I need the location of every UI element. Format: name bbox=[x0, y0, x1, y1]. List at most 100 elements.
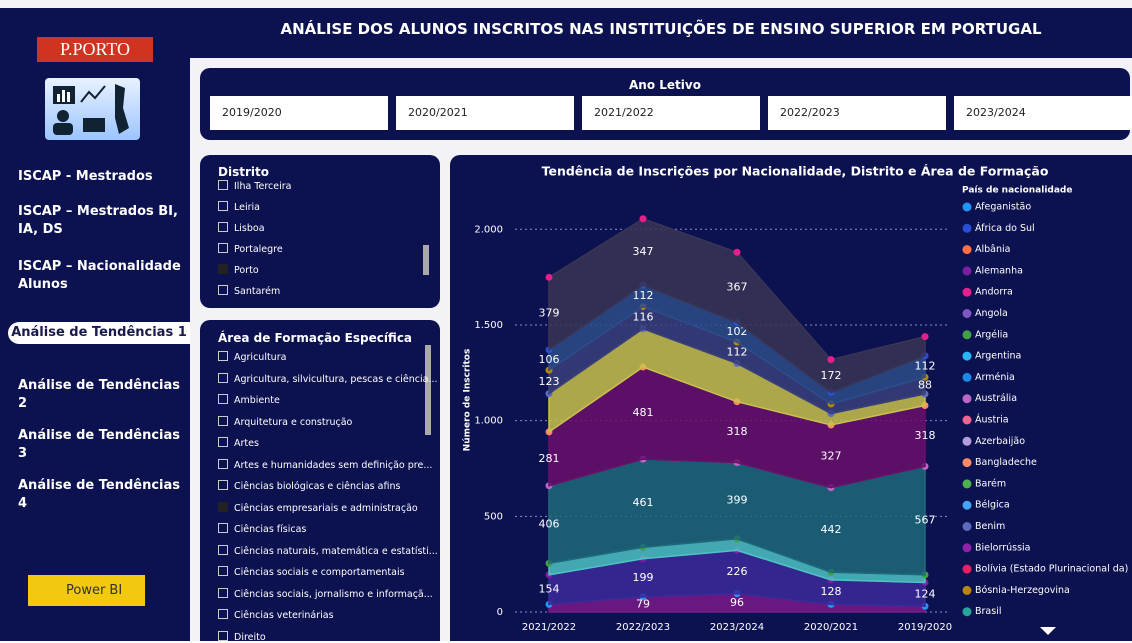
nav-item[interactable]: Análise de Tendências 3 bbox=[18, 428, 180, 461]
point bbox=[639, 215, 647, 223]
filter-option[interactable]: Agricultura, silvicultura, pescas e ciên… bbox=[218, 372, 438, 385]
legend-label: Bélgica bbox=[975, 500, 1010, 511]
year-filter-title: Ano Letivo bbox=[629, 78, 701, 92]
filter-option[interactable]: Artes bbox=[218, 437, 259, 449]
checkbox[interactable] bbox=[218, 415, 228, 426]
scrollbar[interactable] bbox=[423, 245, 429, 275]
filter-option[interactable]: Leiria bbox=[218, 201, 260, 213]
year-option[interactable]: 2022/2023 bbox=[768, 96, 946, 130]
filter-option[interactable]: Agricultura bbox=[218, 351, 286, 363]
filter-option[interactable]: Artes e humanidades sem definição pre... bbox=[218, 458, 432, 471]
point bbox=[827, 356, 835, 364]
option-label: Ciências veterinárias bbox=[234, 610, 334, 621]
data-label: 112 bbox=[727, 346, 748, 359]
x-tick-label: 2023/2024 bbox=[710, 622, 764, 633]
legend-marker bbox=[962, 394, 972, 404]
nav-item[interactable]: Análise de Tendências 2 bbox=[18, 378, 180, 411]
checkbox[interactable] bbox=[218, 544, 228, 555]
nav-item[interactable]: ISCAP - Mestrados bbox=[18, 169, 153, 184]
data-label: 79 bbox=[636, 597, 650, 610]
nav-item[interactable]: Análise de Tendências 1 bbox=[8, 322, 190, 344]
filter-option[interactable]: Portalegre bbox=[218, 243, 283, 255]
checkbox[interactable] bbox=[218, 458, 228, 469]
legend-marker bbox=[962, 522, 972, 531]
filter-option[interactable]: Lisboa bbox=[218, 222, 265, 234]
checkbox[interactable] bbox=[218, 243, 228, 253]
filter-option[interactable]: Ciências empresariais e administração bbox=[218, 501, 418, 514]
legend-marker bbox=[962, 309, 972, 318]
year-option[interactable]: 2019/2020 bbox=[210, 96, 388, 130]
data-label: 112 bbox=[633, 289, 654, 302]
checkbox[interactable] bbox=[218, 285, 228, 295]
filter-option[interactable]: Arquitetura e construção bbox=[218, 415, 352, 428]
legend-label: Argélia bbox=[975, 329, 1008, 340]
y-tick-label: 500 bbox=[484, 511, 503, 522]
data-label: 96 bbox=[730, 596, 744, 609]
filter-option[interactable]: Ciências físicas bbox=[218, 523, 306, 535]
legend-marker bbox=[962, 564, 972, 574]
data-label: 327 bbox=[821, 449, 842, 462]
checkbox[interactable] bbox=[218, 630, 228, 641]
filter-option[interactable]: Ambiente bbox=[218, 394, 280, 406]
x-tick-label: 2020/2021 bbox=[804, 622, 858, 633]
data-label: 379 bbox=[539, 307, 560, 320]
data-label: 102 bbox=[727, 325, 748, 338]
legend-label: Bósnia-Herzegovina bbox=[975, 585, 1070, 596]
option-label: Agricultura, silvicultura, pescas e ciên… bbox=[234, 373, 438, 385]
legend-label: Alemanha bbox=[975, 265, 1023, 276]
legend-label: Benim bbox=[975, 521, 1005, 532]
checkbox[interactable] bbox=[218, 180, 228, 190]
year-option[interactable]: 2020/2021 bbox=[396, 96, 574, 130]
filter-option[interactable]: Santarém bbox=[218, 285, 280, 297]
data-label: 399 bbox=[727, 494, 748, 507]
legend-label: Andorra bbox=[975, 287, 1013, 298]
area-filter-title: Área de Formação Específica bbox=[218, 331, 413, 345]
data-label: 318 bbox=[915, 429, 936, 442]
checkbox[interactable] bbox=[218, 394, 228, 404]
checkbox[interactable] bbox=[218, 351, 228, 361]
scroll-arrow[interactable] bbox=[1040, 627, 1056, 635]
checkbox[interactable] bbox=[218, 480, 228, 490]
data-label: 124 bbox=[915, 587, 936, 600]
legend-marker bbox=[962, 436, 972, 446]
filter-option[interactable]: Ciências sociais e comportamentais bbox=[218, 566, 405, 578]
legend-label: África do Sul bbox=[975, 222, 1035, 234]
scrollbar[interactable] bbox=[425, 345, 431, 435]
data-label: 172 bbox=[821, 369, 842, 382]
checkbox[interactable] bbox=[218, 437, 228, 447]
data-label: 116 bbox=[633, 311, 654, 324]
filter-option[interactable]: Ilha Terceira bbox=[218, 180, 291, 192]
filter-option[interactable]: Porto bbox=[218, 264, 259, 276]
filter-option[interactable]: Ciências biológicas e ciências afins bbox=[218, 480, 400, 492]
checkbox[interactable] bbox=[218, 501, 228, 512]
year-option[interactable]: 2023/2024 bbox=[954, 96, 1132, 130]
data-label: 88 bbox=[918, 379, 932, 392]
data-label: 318 bbox=[727, 425, 748, 438]
filter-option[interactable]: Direito bbox=[218, 630, 266, 643]
checkbox[interactable] bbox=[218, 587, 228, 598]
nav-item[interactable]: ISCAP – Nacionalidade Alunos bbox=[18, 259, 181, 292]
checkbox[interactable] bbox=[218, 264, 228, 274]
area-panel bbox=[200, 320, 440, 641]
legend-title: País de nacionalidade bbox=[962, 186, 1072, 196]
filter-option[interactable]: Ciências naturais, matemática e estatíst… bbox=[218, 544, 438, 557]
power-bi-button[interactable]: Power BI bbox=[28, 575, 145, 606]
checkbox[interactable] bbox=[218, 201, 228, 211]
nav-item[interactable]: Análise de Tendências 4 bbox=[18, 478, 180, 511]
option-label: Ilha Terceira bbox=[234, 181, 292, 192]
legend-marker bbox=[962, 372, 972, 382]
checkbox[interactable] bbox=[218, 372, 228, 383]
nav-item[interactable]: ISCAP – Mestrados BI, IA, DS bbox=[18, 204, 178, 237]
year-option[interactable]: 2021/2022 bbox=[582, 96, 760, 130]
legend-marker bbox=[962, 351, 972, 361]
option-label: Ciências sociais, jornalismo e informaçã… bbox=[234, 588, 433, 600]
checkbox[interactable] bbox=[218, 609, 228, 619]
checkbox[interactable] bbox=[218, 566, 228, 576]
filter-option[interactable]: Ciências veterinárias bbox=[218, 609, 334, 621]
filter-option[interactable]: Ciências sociais, jornalismo e informaçã… bbox=[218, 587, 433, 600]
legend-marker bbox=[962, 585, 972, 595]
checkbox[interactable] bbox=[218, 222, 228, 232]
checkbox[interactable] bbox=[218, 523, 228, 533]
legend-label: Bolívia (Estado Plurinacional da) bbox=[975, 564, 1128, 575]
